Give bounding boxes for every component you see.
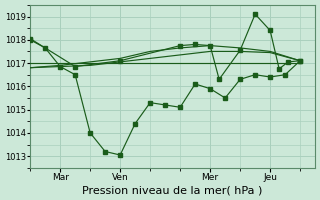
X-axis label: Pression niveau de la mer( hPa ): Pression niveau de la mer( hPa ): [83, 185, 263, 195]
